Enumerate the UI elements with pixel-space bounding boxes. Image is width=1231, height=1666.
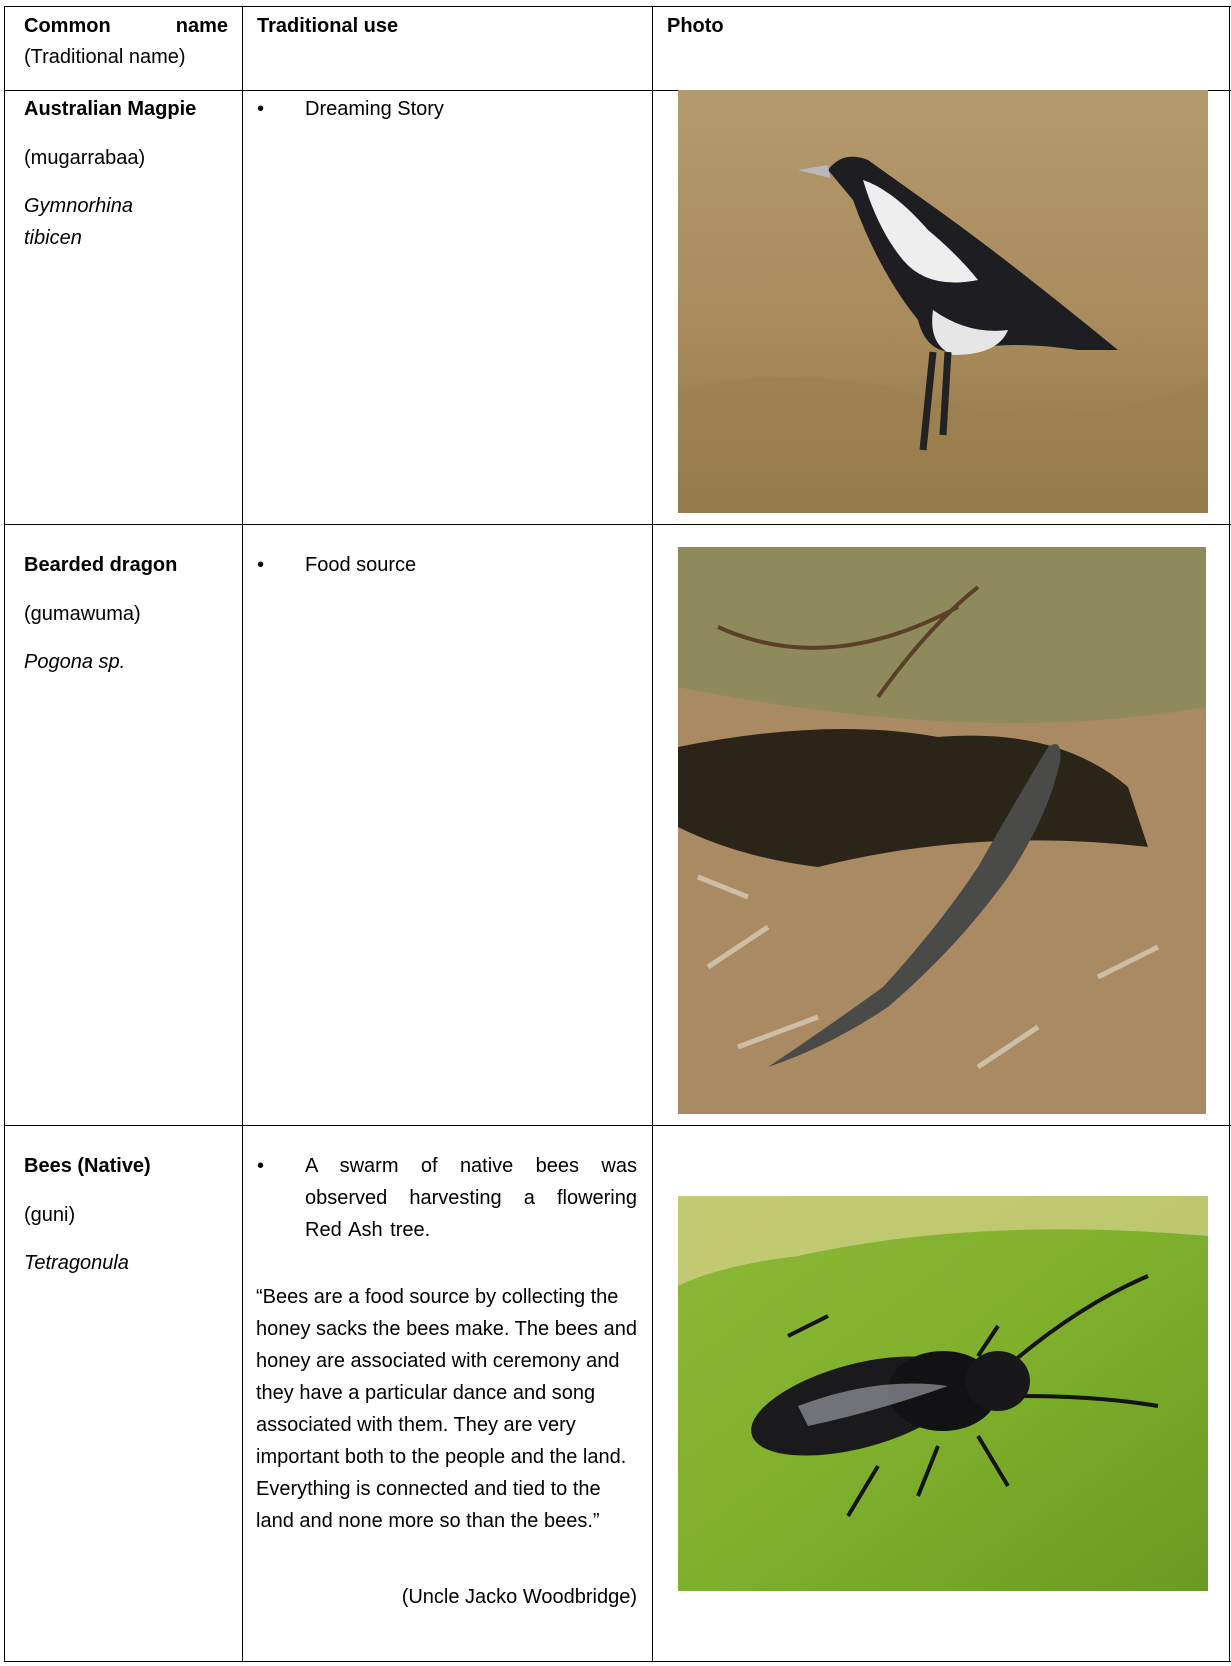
common-name: Australian Magpie <box>24 98 197 120</box>
bullet: • <box>257 1155 265 1177</box>
border <box>4 1661 1231 1662</box>
traditional-name: (gumawuma) <box>24 603 141 625</box>
use: Dreaming Story <box>305 98 444 120</box>
header-cell: (Traditional name) <box>24 46 186 68</box>
header-cell: Traditional use <box>257 15 399 37</box>
scientific-name: Pogona sp. <box>24 651 126 673</box>
quote: “Bees are a food source by collecting th… <box>256 1286 637 1532</box>
border <box>1229 6 1230 1662</box>
use: A swarm of native bees was observed harv… <box>305 1155 637 1241</box>
border <box>4 6 5 1662</box>
traditional-name: (guni) <box>24 1204 76 1226</box>
scientific-name: Gymnorhina tibicen <box>24 195 133 249</box>
header-cell: Photo <box>667 15 724 37</box>
bullet: • <box>257 554 265 576</box>
bullet: • <box>257 98 265 120</box>
border <box>4 524 1231 525</box>
photo <box>678 1196 1208 1591</box>
photo <box>678 90 1208 513</box>
border <box>4 90 1231 91</box>
header-cell: Common name <box>24 15 228 37</box>
common-name: Bearded dragon <box>24 554 178 576</box>
border <box>4 6 1231 7</box>
use: Food source <box>305 554 417 576</box>
scientific-name: Tetragonula <box>24 1252 129 1274</box>
border <box>652 6 653 1662</box>
attribution: (Uncle Jacko Woodbridge) <box>401 1586 637 1608</box>
common-name: Bees (Native) <box>24 1155 151 1177</box>
border <box>4 1125 1231 1126</box>
border <box>242 6 243 1662</box>
traditional-name: (mugarrabaa) <box>24 147 146 169</box>
photo <box>678 547 1206 1114</box>
